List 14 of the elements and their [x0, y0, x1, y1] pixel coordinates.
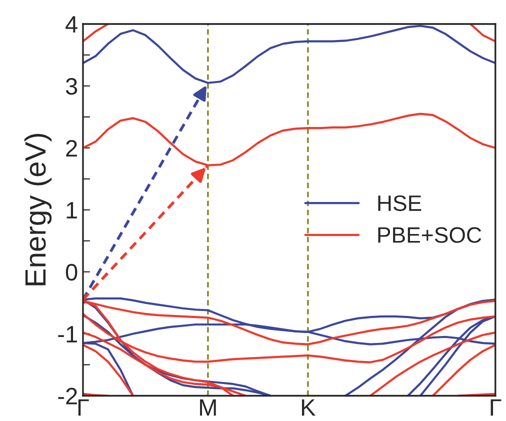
x-tick-label: K [302, 399, 316, 416]
legend-label: PBE+SOC [378, 227, 482, 243]
x-tick-label: Γ [78, 399, 89, 416]
y-tick-label: -2 [58, 388, 77, 404]
x-tick-label: Γ [490, 399, 502, 416]
y-tick-label: 2 [66, 140, 77, 156]
y-axis-title: Energy (eV) [24, 134, 52, 286]
y-tick-label: -1 [58, 326, 77, 342]
y-tick-label: 3 [66, 78, 78, 95]
y-tick-label: 0 [66, 264, 78, 281]
y-tick-label: 4 [66, 16, 78, 33]
x-tick-label: M [200, 399, 216, 416]
y-tick-label: 1 [66, 202, 77, 218]
legend-label: HSE [378, 195, 422, 212]
